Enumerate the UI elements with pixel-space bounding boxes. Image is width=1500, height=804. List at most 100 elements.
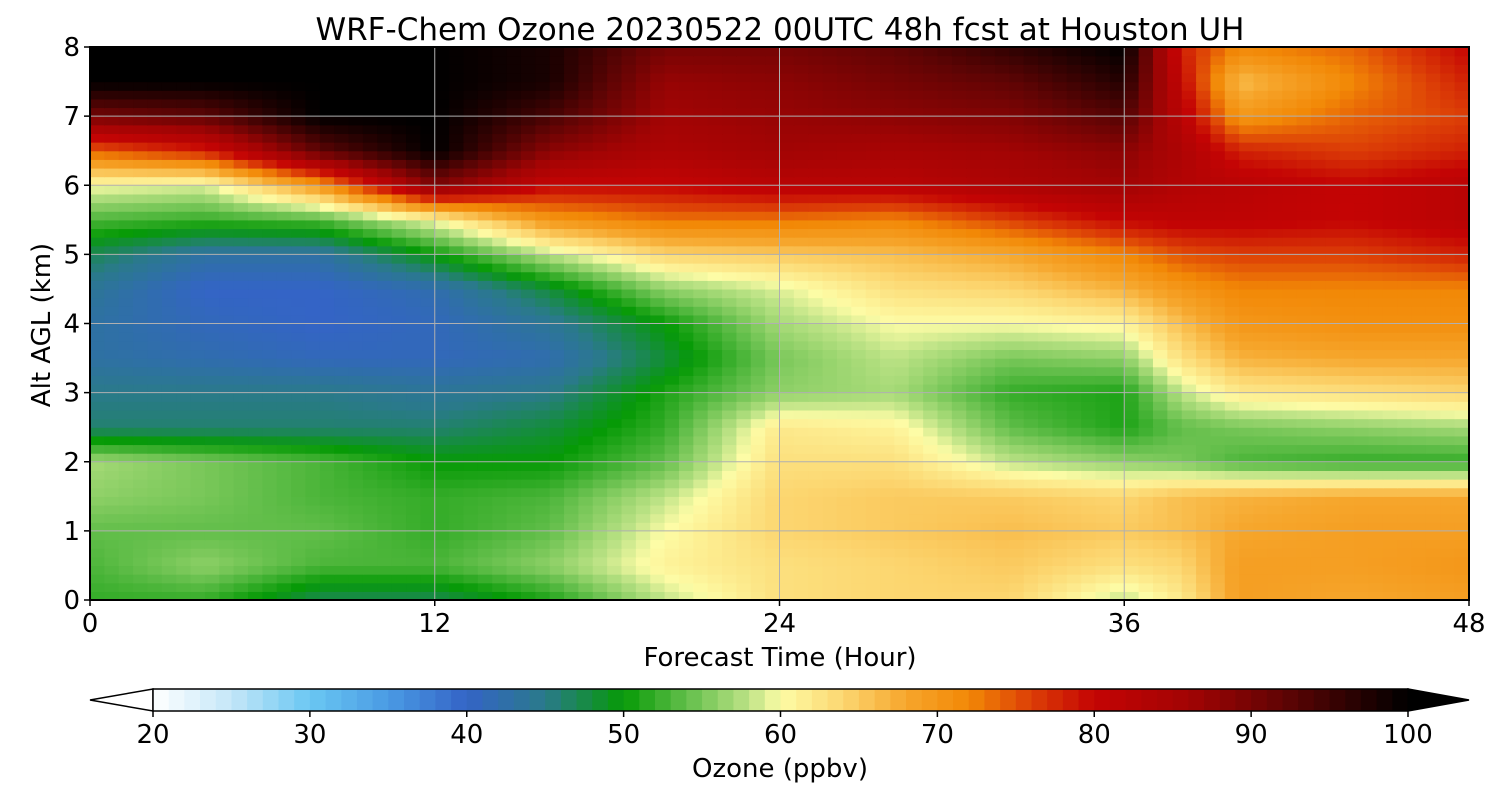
heatmap-cell (937, 366, 953, 376)
heatmap-cell (190, 358, 206, 368)
heatmap-cell (420, 159, 436, 169)
heatmap-cell (549, 288, 565, 299)
heatmap-cell (1081, 366, 1097, 376)
heatmap-cell (650, 530, 666, 541)
heatmap-cell (190, 202, 206, 212)
heatmap-cell (535, 461, 551, 471)
heatmap-cell (262, 461, 278, 471)
heatmap-cell (1167, 539, 1183, 549)
heatmap-cell (894, 228, 910, 238)
heatmap-cell (908, 427, 924, 437)
heatmap-cell (133, 366, 149, 376)
heatmap-cell (851, 150, 867, 160)
heatmap-cell (434, 504, 450, 515)
heatmap-cell (362, 461, 378, 471)
heatmap-cell (693, 358, 709, 368)
heatmap-cell (937, 340, 953, 351)
heatmap-cell (722, 340, 737, 351)
heatmap-cell (980, 444, 996, 454)
heatmap-cell (276, 556, 292, 567)
heatmap-cell (678, 263, 694, 273)
heatmap-cell (1152, 539, 1168, 549)
heatmap-cell (635, 358, 651, 368)
heatmap-cell (1296, 556, 1312, 567)
heatmap-cell (104, 288, 120, 299)
heatmap-cell (190, 314, 206, 325)
heatmap-cell (1152, 591, 1168, 601)
heatmap-cell (391, 219, 407, 230)
heatmap-cell (1354, 167, 1370, 178)
heatmap-cell (1382, 332, 1398, 342)
heatmap-cell (865, 159, 881, 169)
heatmap-cell (1397, 591, 1413, 601)
heatmap-cell (750, 193, 766, 204)
heatmap-cell (1325, 340, 1341, 351)
heatmap-cell (650, 513, 666, 523)
heatmap-cell (133, 444, 149, 454)
heatmap-cell (621, 539, 637, 549)
heatmap-cell (133, 375, 149, 385)
heatmap-cell (133, 548, 149, 558)
heatmap-cell (664, 444, 680, 454)
heatmap-cell (693, 193, 709, 204)
heatmap-cell (635, 418, 651, 428)
heatmap-cell (90, 185, 105, 195)
heatmap-cell (1038, 297, 1054, 307)
heatmap-cell (1282, 375, 1298, 385)
heatmap-cell (147, 530, 163, 541)
heatmap-cell (1210, 176, 1226, 186)
heatmap-cell (463, 211, 479, 221)
heatmap-cell (1081, 349, 1097, 359)
heatmap-cell (104, 349, 120, 359)
heatmap-cell (635, 530, 651, 541)
heatmap-cell (248, 504, 263, 515)
heatmap-cell (1038, 496, 1054, 506)
heatmap-cell (1152, 340, 1168, 351)
heatmap-cell (291, 306, 307, 316)
heatmap-cell (1152, 548, 1168, 558)
heatmap-cell (449, 202, 465, 212)
heatmap-cell (966, 479, 982, 489)
heatmap-cell (1310, 358, 1326, 368)
heatmap-cell (434, 297, 450, 307)
heatmap-cell (204, 314, 220, 325)
heatmap-cell (808, 418, 824, 428)
heatmap-cell (233, 288, 249, 299)
heatmap-cell (1009, 358, 1025, 368)
heatmap-cell (147, 211, 163, 221)
heatmap-cell (520, 332, 536, 342)
heatmap-cell (1282, 504, 1298, 515)
heatmap-cell (707, 383, 723, 394)
heatmap-cell (1052, 453, 1068, 463)
heatmap-cell (161, 323, 177, 333)
heatmap-cell (377, 340, 393, 351)
heatmap-cell (1196, 591, 1212, 601)
heatmap-cell (1196, 375, 1212, 385)
heatmap-cell (693, 487, 709, 497)
heatmap-cell (1138, 202, 1154, 212)
heatmap-cell (1152, 504, 1168, 515)
heatmap-cell (147, 487, 163, 497)
heatmap-cell (1224, 228, 1240, 238)
heatmap-cell (1282, 522, 1298, 532)
heatmap-cell (1440, 228, 1456, 238)
heatmap-cell (406, 548, 421, 558)
heatmap-cell (1325, 306, 1341, 316)
heatmap-cell (1310, 245, 1326, 255)
heatmap-cell (1066, 392, 1082, 402)
heatmap-cell (233, 470, 249, 480)
heatmap-cell (420, 548, 436, 558)
heatmap-cell (506, 254, 522, 264)
heatmap-cell (980, 185, 996, 195)
heatmap-cell (994, 202, 1010, 212)
heatmap-cell (1253, 392, 1269, 402)
heatmap-cell (1224, 211, 1240, 221)
heatmap-cell (1440, 435, 1456, 446)
heatmap-cell (621, 366, 637, 376)
heatmap-cell (894, 176, 910, 186)
heatmap-cell (291, 496, 307, 506)
heatmap-cell (592, 427, 608, 437)
heatmap-cell (1382, 453, 1398, 463)
heatmap-cell (348, 496, 364, 506)
heatmap-cell (420, 219, 436, 230)
